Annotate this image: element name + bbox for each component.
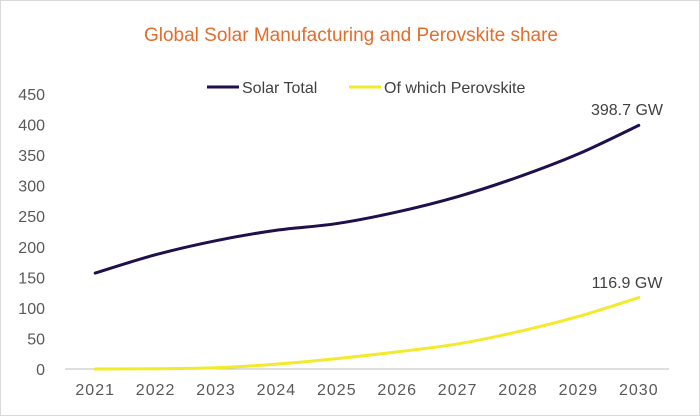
series-lines xyxy=(95,125,639,369)
legend: Solar Total Of which Perovskite xyxy=(207,80,525,97)
y-tick-label: 200 xyxy=(18,240,45,257)
x-tick-label: 2026 xyxy=(377,382,417,399)
y-tick-label: 100 xyxy=(18,301,45,318)
series-line-solar-total xyxy=(95,125,639,273)
x-tick-label: 2021 xyxy=(75,382,115,399)
legend-label-perovskite: Of which Perovskite xyxy=(384,80,525,97)
x-tick-label: 2028 xyxy=(498,382,538,399)
series-line-perovskite xyxy=(95,298,639,369)
y-tick-label: 350 xyxy=(18,148,45,165)
legend-label-solar-total: Solar Total xyxy=(242,80,317,97)
y-tick-label: 300 xyxy=(18,179,45,196)
annotation-solar-total: 398.7 GW xyxy=(591,102,664,119)
y-tick-label: 50 xyxy=(27,331,45,348)
x-tick-label: 2023 xyxy=(196,382,236,399)
x-axis-ticks: 2021 2022 2023 2024 2025 2026 2027 2028 2029 2030 xyxy=(75,382,658,399)
x-tick-label: 2030 xyxy=(619,382,659,399)
x-tick-label: 2025 xyxy=(317,382,357,399)
y-tick-label: 250 xyxy=(18,209,45,226)
x-tick-label: 2022 xyxy=(136,382,176,399)
y-tick-label: 450 xyxy=(18,87,45,104)
y-tick-label: 150 xyxy=(18,270,45,287)
x-tick-label: 2024 xyxy=(257,382,297,399)
x-tick-label: 2029 xyxy=(559,382,599,399)
chart-title: Global Solar Manufacturing and Perovskit… xyxy=(144,25,558,46)
y-axis-ticks: 0 50 100 150 200 250 300 350 400 450 xyxy=(18,87,45,379)
x-tick-label: 2027 xyxy=(438,382,478,399)
y-tick-label: 0 xyxy=(36,362,45,379)
annotation-perovskite: 116.9 GW xyxy=(592,275,664,292)
y-tick-label: 400 xyxy=(18,118,45,135)
